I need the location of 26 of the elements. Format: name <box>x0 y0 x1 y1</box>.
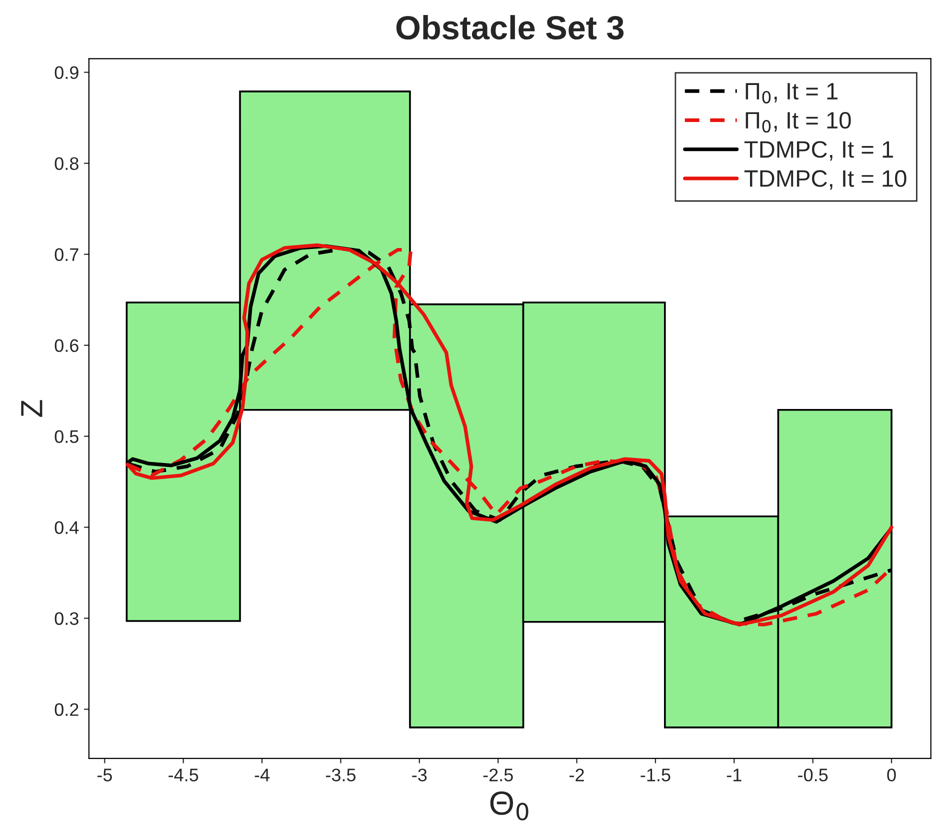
x-tick-label: -3.5 <box>326 768 356 782</box>
y-tick-label: 0.2 <box>54 703 78 716</box>
x-tick-label: -4 <box>254 768 270 782</box>
y-tick-label: 0.5 <box>54 430 78 443</box>
y-tick-label: 0.6 <box>54 339 78 352</box>
y-tick-label: 0.9 <box>54 66 78 80</box>
legend-label: Π$_{0}$, It = 1 <box>746 83 838 104</box>
y-axis-title: Z <box>21 400 42 417</box>
legend-label: Π$_{0}$, It = 10 <box>746 112 851 133</box>
y-tick-label: 0.4 <box>54 521 79 534</box>
y-tick-label: 0.8 <box>54 157 78 170</box>
x-tick-label: -2 <box>570 768 584 782</box>
x-tick-label: -2.5 <box>483 768 513 782</box>
x-tick-label: -0.5 <box>798 768 828 782</box>
x-tick-label: -3 <box>412 768 427 782</box>
y-tick-label: 0.3 <box>54 612 78 625</box>
y-tick-label: 0.7 <box>54 248 78 262</box>
legend-label: TDMPC, It = 1 <box>744 141 893 161</box>
legend-label: TDMPC, It = 10 <box>744 170 906 190</box>
x-tick-label: 0 <box>887 768 896 782</box>
chart-title: Obstacle Set 3 <box>396 15 624 40</box>
x-tick-label: -4.5 <box>168 768 198 782</box>
x-axis-title: Θ$_{0}$ <box>490 791 528 820</box>
x-tick-label: -1.5 <box>640 768 670 782</box>
x-tick-label: -5 <box>97 768 112 782</box>
x-tick-label: -1 <box>726 768 742 782</box>
